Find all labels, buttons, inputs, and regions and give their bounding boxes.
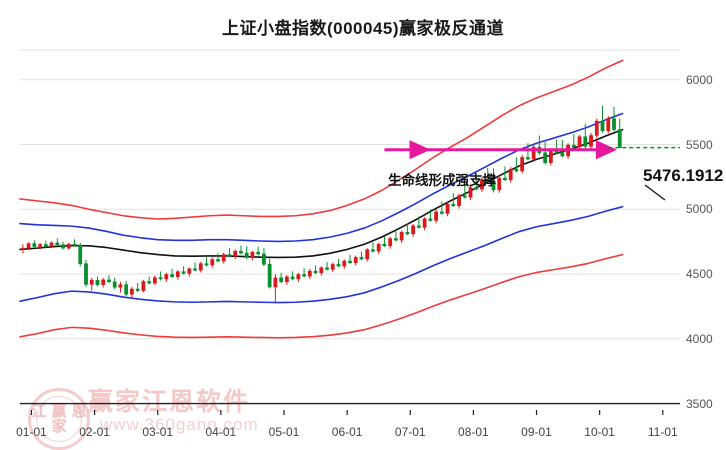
y-axis-tick-label: 5500 <box>686 137 713 152</box>
x-axis-tick-label: 06-01 <box>331 425 363 439</box>
y-axis-tick-label: 4500 <box>686 267 713 282</box>
seal-char: 江 <box>31 403 47 420</box>
seal-char: 家 <box>51 418 67 435</box>
x-axis-tick-label: 03-01 <box>142 425 174 439</box>
x-axis-tick-label: 01-01 <box>16 425 47 439</box>
y-axis-tick-label: 6000 <box>686 72 713 87</box>
annotation-label: 生命线形成强支撑 <box>388 173 496 188</box>
x-axis-tick-label: 04-01 <box>205 425 237 439</box>
x-axis-tick-label: 05-01 <box>268 425 300 439</box>
y-axis-tick-label: 5000 <box>686 202 713 217</box>
seal-char: 恩 <box>71 403 87 420</box>
x-axis-tick-label: 02-01 <box>79 425 110 439</box>
y-axis-tick-label: 4000 <box>686 331 713 346</box>
page-title: 上证小盘指数(000045)赢家极反通道 <box>221 19 505 38</box>
price-value-label: 5476.1912 <box>643 166 724 185</box>
annotation-overlays <box>384 140 680 201</box>
grid-lines <box>20 49 680 405</box>
seal-char: 赢 <box>51 403 67 420</box>
x-axis-tick-label: 08-01 <box>458 425 489 439</box>
x-axis-tick-label: 07-01 <box>394 425 426 439</box>
x-axis-tick-label: 10-01 <box>584 425 615 439</box>
channel-bands <box>19 59 624 339</box>
x-axis-tick-label: 11-01 <box>647 425 678 439</box>
x-axis-tick-label: 09-01 <box>521 425 552 439</box>
candlestick-series <box>20 105 622 303</box>
y-axis-tick-label: 3500 <box>686 396 713 411</box>
watermark-url: www.360gann.com <box>100 415 259 434</box>
x-tick-marks <box>30 410 664 415</box>
